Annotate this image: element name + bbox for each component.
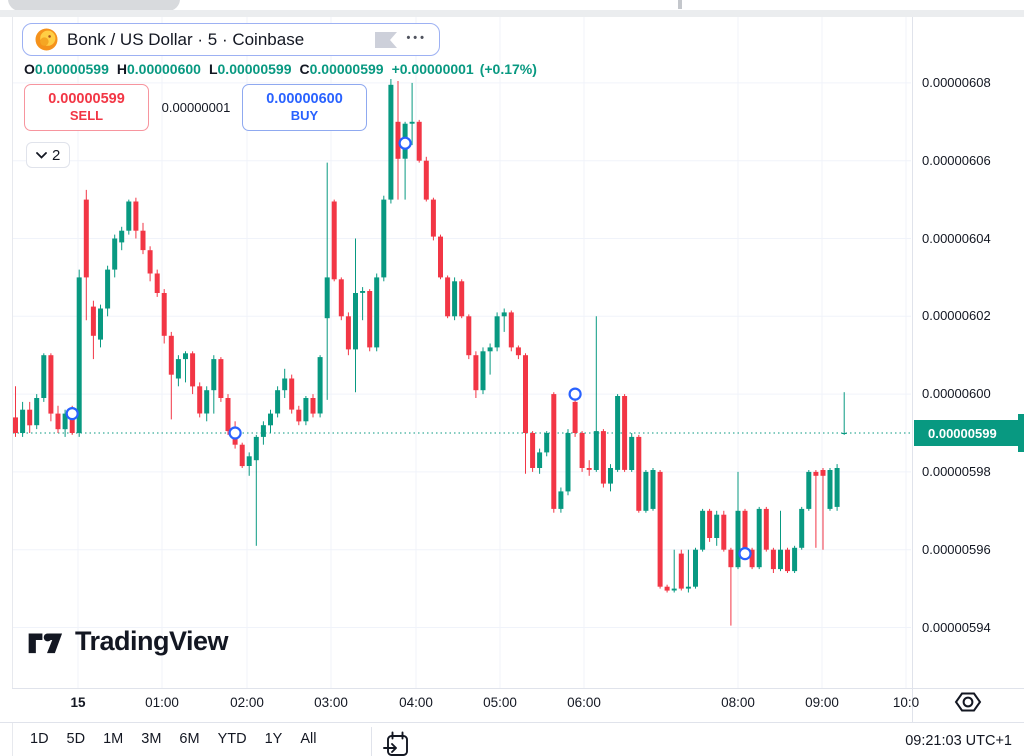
time-tick-label: 10:0: [892, 695, 920, 710]
price-tick-label: 0.00000608: [922, 74, 991, 90]
open-value: 0.00000599: [34, 61, 109, 77]
symbol-button[interactable]: Bonk / US Dollar · 5 · Coinbase •••: [22, 23, 440, 56]
tradingview-watermark: TradingView: [28, 626, 229, 657]
go-to-date-icon[interactable]: [383, 731, 410, 756]
range-buttons: 1D 5D 1M 3M 6M YTD 1Y All: [30, 731, 316, 747]
price-axis-border: [912, 17, 913, 722]
change-value: +0.00000001: [391, 61, 474, 77]
range-button-6m[interactable]: 6M: [179, 731, 200, 747]
time-tick-label: 15: [70, 695, 86, 710]
price-tick-label: 0.00000594: [922, 619, 991, 635]
time-axis[interactable]: 15 01:00 02:00 03:00 04:00 05:00 06:00 08:00 09:…: [12, 689, 919, 722]
price-tick-label: 0.00000606: [922, 152, 991, 168]
price-tick-label: 0.00000604: [922, 230, 991, 246]
low-value: 0.00000599: [217, 61, 292, 77]
time-tick-label: 04:00: [399, 695, 433, 710]
sell-price: 0.00000599: [48, 91, 125, 108]
price-tick-label: 0.00000596: [922, 541, 991, 557]
price-tick-label: 0.00000598: [922, 463, 991, 479]
price-tick-label: 0.00000602: [922, 308, 991, 324]
range-button-all[interactable]: All: [300, 731, 317, 747]
browser-tab-remnant: [8, 0, 180, 11]
ohlc-readout: O0.00000599 H0.00000600 L0.00000599 C0.0000…: [24, 61, 543, 77]
range-button-5d[interactable]: 5D: [66, 731, 86, 747]
buy-price: 0.00000600: [266, 91, 343, 108]
low-label: L: [208, 61, 218, 77]
price-tick-label: 0.00000600: [922, 386, 991, 402]
change-percent: (+0.17%): [479, 61, 537, 77]
time-axis-border: [12, 688, 1024, 689]
buy-label: BUY: [290, 108, 319, 124]
time-tick-label: 02:00: [230, 695, 264, 710]
range-button-1d[interactable]: 1D: [30, 731, 49, 747]
range-button-ytd[interactable]: YTD: [217, 731, 247, 747]
time-tick-label: 01:00: [145, 695, 179, 710]
spread-value: 0.00000001: [161, 100, 231, 115]
object-tree-collapse-button[interactable]: 2: [26, 142, 71, 168]
open-label: O: [24, 61, 35, 77]
more-options-icon[interactable]: •••: [406, 32, 427, 44]
time-tick-label: 08:00: [721, 695, 755, 710]
tradingview-watermark-text: TradingView: [75, 626, 229, 656]
time-tick-label: 06:00: [567, 695, 601, 710]
top-divider-band: [0, 10, 1024, 17]
chart-left-border: [12, 17, 13, 756]
symbol-title: Bonk / US Dollar · 5 · Coinbase: [67, 29, 305, 49]
range-button-3m[interactable]: 3M: [141, 731, 162, 747]
tradingview-logo-icon: [28, 627, 66, 657]
range-button-1y[interactable]: 1Y: [264, 731, 283, 747]
price-axis[interactable]: 0.00000599 0.00000608 0.00000606 0.0000060…: [913, 17, 1024, 688]
toolbar-divider: [371, 727, 372, 756]
axis-settings-gear-icon[interactable]: [951, 689, 985, 722]
time-tick-label: 03:00: [314, 695, 348, 710]
collapse-count: 2: [52, 146, 61, 164]
time-tick-label: 05:00: [483, 695, 517, 710]
chevron-down-icon: [36, 151, 47, 159]
sell-label: SELL: [69, 108, 104, 124]
time-tick-label: 09:00: [805, 695, 839, 710]
close-label: C: [299, 61, 310, 77]
range-button-1m[interactable]: 1M: [103, 731, 124, 747]
flag-icon[interactable]: [375, 31, 398, 48]
last-price-label: 0.00000599: [914, 420, 1024, 446]
bonk-coin-icon: [35, 28, 58, 51]
high-value: 0.00000600: [126, 61, 201, 77]
clock[interactable]: 09:21:03 UTC+1: [905, 733, 1012, 749]
sell-button[interactable]: 0.00000599 SELL: [24, 84, 149, 131]
browser-ui-fragment: [678, 0, 682, 9]
toolbar-border: [0, 722, 1024, 723]
last-price-text: 0.00000599: [928, 425, 997, 441]
close-value: 0.00000599: [309, 61, 384, 77]
high-label: H: [116, 61, 127, 77]
buy-button[interactable]: 0.00000600 BUY: [242, 84, 367, 131]
